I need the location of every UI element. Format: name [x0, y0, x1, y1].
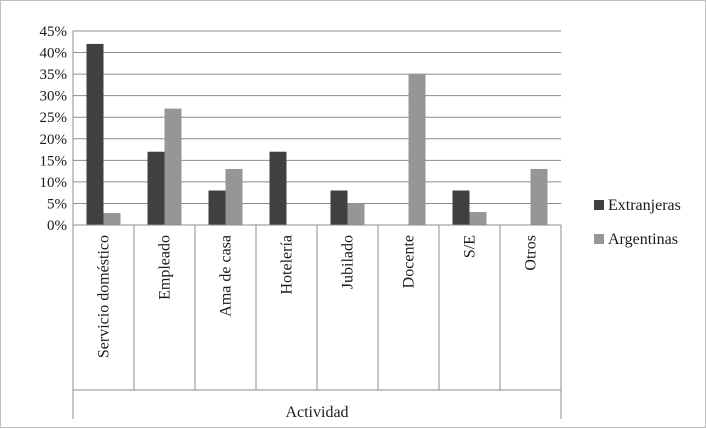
- bar-extranjeras-1: [147, 151, 165, 225]
- x-category-label: Empleado: [157, 235, 174, 300]
- x-category-label: Hotelería: [279, 235, 296, 295]
- legend-swatch: [594, 200, 604, 210]
- bar-argentinas-1: [164, 108, 182, 225]
- gridlines: [73, 30, 561, 204]
- x-category-label: Docente: [401, 235, 418, 288]
- x-category-label: S/E: [462, 235, 479, 258]
- bar-argentinas-7: [530, 168, 548, 225]
- legend-label: Argentinas: [608, 231, 678, 248]
- bar-argentinas-6: [469, 212, 487, 225]
- bar-argentinas-5: [408, 74, 426, 225]
- y-axis-ticks: 0% 5% 10% 15% 20% 25% 30% 35% 40% 45%: [40, 24, 68, 234]
- x-category-label: Servicio doméstico: [96, 235, 113, 358]
- y-tick-label: 20%: [40, 132, 68, 148]
- y-tick-label: 15%: [40, 153, 68, 169]
- y-tick-label: 30%: [40, 89, 68, 105]
- y-tick-label: 45%: [40, 24, 68, 40]
- legend: Extranjeras Argentinas: [594, 197, 681, 248]
- bar-extranjeras-3: [269, 151, 287, 225]
- bar-extranjeras-4: [330, 190, 348, 225]
- x-category-label: Ama de casa: [218, 235, 235, 317]
- bar-argentinas-4: [347, 203, 365, 225]
- y-tick-label: 40%: [40, 46, 68, 62]
- x-category-label: Jubilado: [340, 235, 357, 289]
- bar-extranjeras-2: [208, 190, 226, 225]
- x-axis-categories: Servicio doméstico Empleado Ama de casa Hot…: [96, 235, 540, 358]
- x-axis-title: Actividad: [285, 404, 348, 421]
- y-tick-label: 0%: [47, 218, 67, 234]
- x-category-label: Otros: [523, 235, 540, 271]
- bar-extranjeras-6: [452, 190, 470, 225]
- legend-swatch: [594, 234, 604, 244]
- y-tick-label: 35%: [40, 67, 68, 83]
- axes: [72, 31, 562, 419]
- bar-argentinas-0: [103, 212, 121, 225]
- y-tick-label: 5%: [47, 196, 67, 212]
- bar-extranjeras-0: [86, 43, 104, 225]
- bars: [86, 43, 548, 225]
- legend-label: Extranjeras: [608, 197, 681, 214]
- y-tick-label: 25%: [40, 110, 68, 126]
- bar-argentinas-2: [225, 168, 243, 225]
- y-tick-label: 10%: [40, 175, 68, 191]
